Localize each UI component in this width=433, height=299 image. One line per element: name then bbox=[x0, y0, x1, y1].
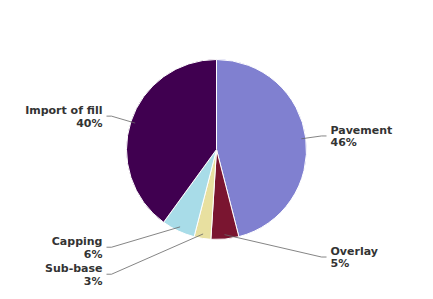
pie bbox=[126, 60, 306, 240]
labels: Pavement46%Overlay5%Sub-base3%Capping6%I… bbox=[25, 104, 392, 288]
slice-label: Sub-base3% bbox=[45, 262, 103, 288]
slice-label: Import of fill40% bbox=[25, 104, 102, 130]
value-label: 46% bbox=[331, 136, 357, 149]
slice-label: Pavement46% bbox=[331, 124, 393, 150]
category-label: Import of fill bbox=[25, 104, 102, 117]
leader-line bbox=[301, 136, 326, 139]
slice bbox=[126, 60, 216, 223]
category-label: Sub-base bbox=[45, 262, 103, 275]
value-label: 6% bbox=[84, 248, 103, 261]
value-label: 40% bbox=[76, 117, 102, 130]
category-label: Capping bbox=[52, 235, 103, 248]
leader-line bbox=[225, 235, 327, 257]
value-label: 5% bbox=[331, 257, 350, 270]
leader-line bbox=[107, 227, 181, 247]
slice-label: Capping6% bbox=[52, 235, 103, 261]
leader-line bbox=[107, 234, 204, 274]
slice-label: Overlay5% bbox=[331, 245, 378, 271]
value-label: 3% bbox=[84, 275, 103, 288]
chart: Pavement46%Overlay5%Sub-base3%Capping6%I… bbox=[0, 0, 433, 299]
leader-line bbox=[107, 116, 136, 123]
category-label: Pavement bbox=[331, 124, 393, 137]
category-label: Overlay bbox=[331, 245, 378, 258]
